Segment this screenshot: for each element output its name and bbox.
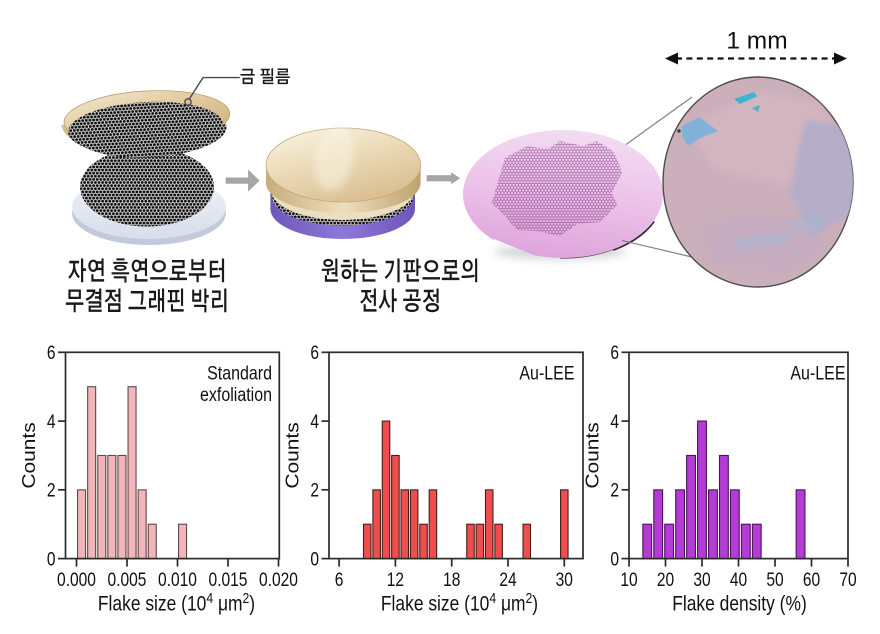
svg-text:70: 70 <box>839 568 857 590</box>
svg-text:6: 6 <box>335 568 344 590</box>
svg-text:1 mm: 1 mm <box>726 28 787 55</box>
svg-text:6: 6 <box>47 342 56 364</box>
svg-text:0.020: 0.020 <box>259 568 298 590</box>
svg-text:0: 0 <box>610 548 619 570</box>
svg-text:2: 2 <box>610 479 619 501</box>
svg-text:30: 30 <box>556 568 574 590</box>
svg-text:24: 24 <box>499 568 517 590</box>
svg-text:50: 50 <box>766 568 784 590</box>
svg-text:6: 6 <box>310 342 319 364</box>
svg-text:60: 60 <box>803 568 821 590</box>
svg-text:4: 4 <box>47 410 56 432</box>
svg-text:Au-LEE: Au-LEE <box>519 362 574 384</box>
svg-text:0.010: 0.010 <box>158 568 197 590</box>
svg-text:Counts: Counts <box>19 422 40 488</box>
svg-text:6: 6 <box>610 342 619 364</box>
svg-text:0.000: 0.000 <box>57 568 96 590</box>
svg-text:Au-LEE: Au-LEE <box>790 362 845 384</box>
svg-text:0.005: 0.005 <box>108 568 147 590</box>
svg-text:12: 12 <box>387 568 404 590</box>
svg-text:2: 2 <box>47 479 56 501</box>
svg-text:18: 18 <box>443 568 460 590</box>
svg-text:Flake size (104 μm2): Flake size (104 μm2) <box>381 590 538 616</box>
svg-text:Flake size (104 μm2): Flake size (104 μm2) <box>98 590 255 616</box>
svg-text:4: 4 <box>610 410 619 432</box>
svg-text:0: 0 <box>47 548 56 570</box>
svg-text:20: 20 <box>657 568 675 590</box>
svg-text:30: 30 <box>693 568 711 590</box>
svg-text:40: 40 <box>730 568 748 590</box>
svg-text:exfoliation: exfoliation <box>200 383 272 405</box>
svg-text:0: 0 <box>310 548 319 570</box>
svg-text:Standard: Standard <box>207 362 272 384</box>
svg-text:Counts: Counts <box>582 422 603 488</box>
svg-text:10: 10 <box>620 568 638 590</box>
svg-text:Flake density (%): Flake density (%) <box>672 593 807 616</box>
svg-text:2: 2 <box>310 479 319 501</box>
svg-text:Counts: Counts <box>282 422 303 488</box>
svg-text:0.015: 0.015 <box>209 568 248 590</box>
svg-text:4: 4 <box>310 410 319 432</box>
